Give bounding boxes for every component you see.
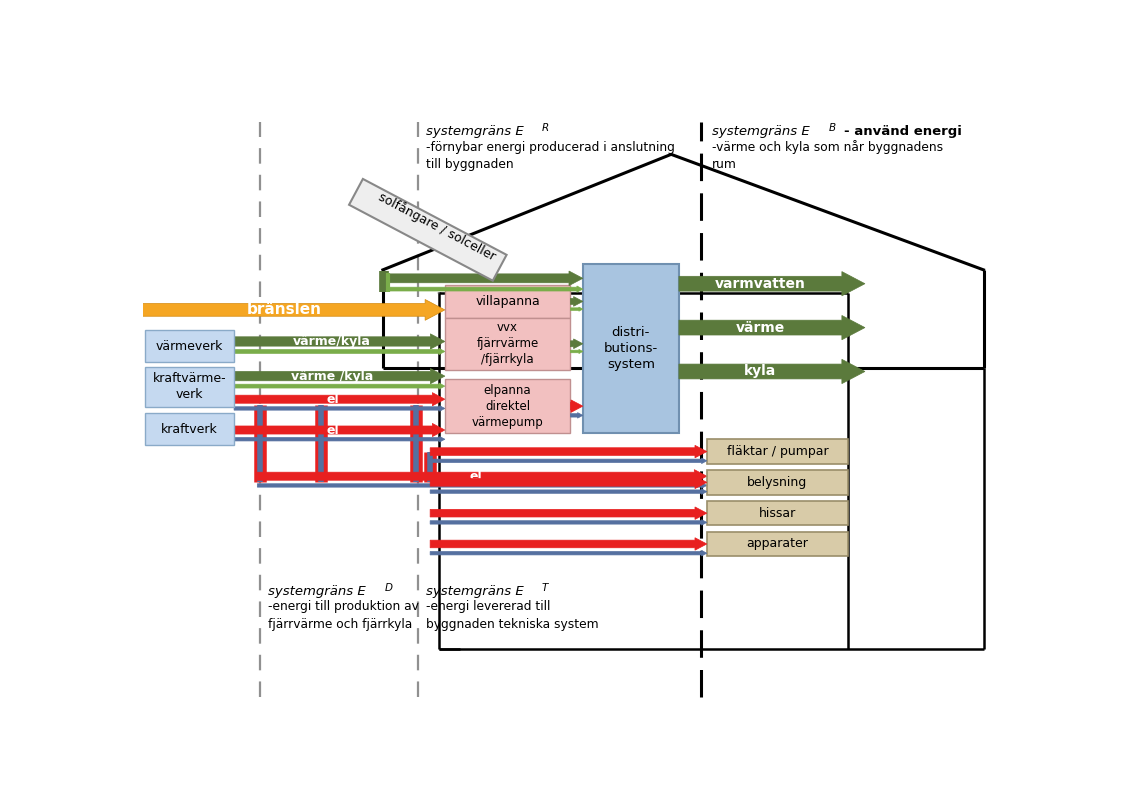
Polygon shape bbox=[430, 507, 706, 519]
FancyBboxPatch shape bbox=[445, 318, 570, 370]
Polygon shape bbox=[570, 400, 583, 412]
Text: B: B bbox=[828, 123, 835, 133]
Text: bränslen: bränslen bbox=[246, 303, 322, 317]
FancyBboxPatch shape bbox=[145, 330, 234, 362]
FancyBboxPatch shape bbox=[706, 531, 848, 556]
Polygon shape bbox=[143, 299, 445, 320]
Polygon shape bbox=[430, 458, 706, 464]
Polygon shape bbox=[258, 469, 706, 483]
Text: värme/kyla: värme/kyla bbox=[293, 335, 371, 348]
Text: fjärrvärme och fjärrkyla: fjärrvärme och fjärrkyla bbox=[268, 618, 412, 631]
Bar bbox=[349, 179, 507, 281]
Text: -förnybar energi producerad i anslutning: -förnybar energi producerad i anslutning bbox=[426, 141, 674, 154]
Text: systemgräns E: systemgräns E bbox=[268, 585, 366, 598]
FancyBboxPatch shape bbox=[145, 413, 234, 445]
Text: vvx
fjärrvärme
/fjärrkyla: vvx fjärrvärme /fjärrkyla bbox=[477, 321, 539, 366]
Text: belysning: belysning bbox=[747, 476, 808, 489]
Polygon shape bbox=[570, 349, 583, 353]
Polygon shape bbox=[385, 271, 583, 286]
Text: systemgräns E: systemgräns E bbox=[712, 125, 810, 138]
Text: värme /kyla: värme /kyla bbox=[291, 369, 373, 382]
Text: - använd energi: - använd energi bbox=[844, 125, 962, 138]
Text: el: el bbox=[327, 393, 340, 406]
Text: värme: värme bbox=[736, 320, 785, 335]
FancyBboxPatch shape bbox=[145, 367, 234, 407]
Text: byggnaden tekniska system: byggnaden tekniska system bbox=[426, 618, 598, 631]
Text: systemgräns E: systemgräns E bbox=[426, 125, 524, 138]
Polygon shape bbox=[570, 339, 583, 349]
Polygon shape bbox=[385, 286, 583, 292]
Polygon shape bbox=[679, 316, 865, 340]
Polygon shape bbox=[430, 538, 706, 550]
Polygon shape bbox=[570, 413, 583, 418]
Text: solfångare / solceller: solfångare / solceller bbox=[377, 190, 499, 263]
Text: -energi till produktion av: -energi till produktion av bbox=[268, 601, 419, 613]
Polygon shape bbox=[234, 369, 445, 384]
Polygon shape bbox=[679, 271, 865, 295]
FancyBboxPatch shape bbox=[583, 264, 679, 433]
Text: R: R bbox=[542, 123, 549, 133]
Text: el: el bbox=[327, 423, 340, 436]
Polygon shape bbox=[234, 436, 445, 442]
Polygon shape bbox=[570, 296, 583, 306]
Polygon shape bbox=[234, 406, 445, 411]
Polygon shape bbox=[234, 423, 445, 436]
Text: -värme och kyla som når byggnadens: -värme och kyla som når byggnadens bbox=[712, 139, 944, 154]
Text: T: T bbox=[542, 584, 548, 593]
Polygon shape bbox=[570, 307, 583, 312]
FancyBboxPatch shape bbox=[706, 440, 848, 464]
Text: systemgräns E: systemgräns E bbox=[426, 585, 524, 598]
FancyBboxPatch shape bbox=[445, 379, 570, 433]
Text: hissar: hissar bbox=[759, 506, 796, 520]
Polygon shape bbox=[430, 551, 706, 556]
Text: distri-
butions-
system: distri- butions- system bbox=[604, 326, 658, 371]
Text: rum: rum bbox=[712, 159, 737, 171]
Polygon shape bbox=[430, 520, 706, 525]
Text: -energi levererad till: -energi levererad till bbox=[426, 601, 550, 613]
Text: villapanna: villapanna bbox=[476, 295, 540, 308]
Polygon shape bbox=[234, 334, 445, 349]
Polygon shape bbox=[234, 349, 445, 354]
Text: apparater: apparater bbox=[746, 538, 808, 551]
Polygon shape bbox=[234, 383, 445, 390]
Text: kraftverk: kraftverk bbox=[161, 423, 218, 436]
Text: elpanna
direktel
värmepump: elpanna direktel värmepump bbox=[471, 384, 543, 428]
Polygon shape bbox=[430, 445, 706, 458]
Text: D: D bbox=[385, 584, 393, 593]
Text: värmeverk: värmeverk bbox=[156, 340, 224, 353]
Polygon shape bbox=[234, 393, 445, 406]
FancyBboxPatch shape bbox=[706, 470, 848, 495]
FancyBboxPatch shape bbox=[445, 285, 570, 318]
Polygon shape bbox=[258, 483, 706, 488]
FancyBboxPatch shape bbox=[706, 501, 848, 526]
Text: kyla: kyla bbox=[744, 365, 777, 378]
Text: varmvatten: varmvatten bbox=[715, 277, 806, 291]
Polygon shape bbox=[679, 359, 865, 384]
Text: till byggnaden: till byggnaden bbox=[426, 159, 513, 171]
Polygon shape bbox=[430, 476, 706, 489]
Text: kraftvärme-
verk: kraftvärme- verk bbox=[153, 373, 226, 402]
Text: fläktar / pumpar: fläktar / pumpar bbox=[727, 445, 828, 458]
Polygon shape bbox=[430, 489, 706, 494]
Text: el: el bbox=[469, 469, 483, 483]
